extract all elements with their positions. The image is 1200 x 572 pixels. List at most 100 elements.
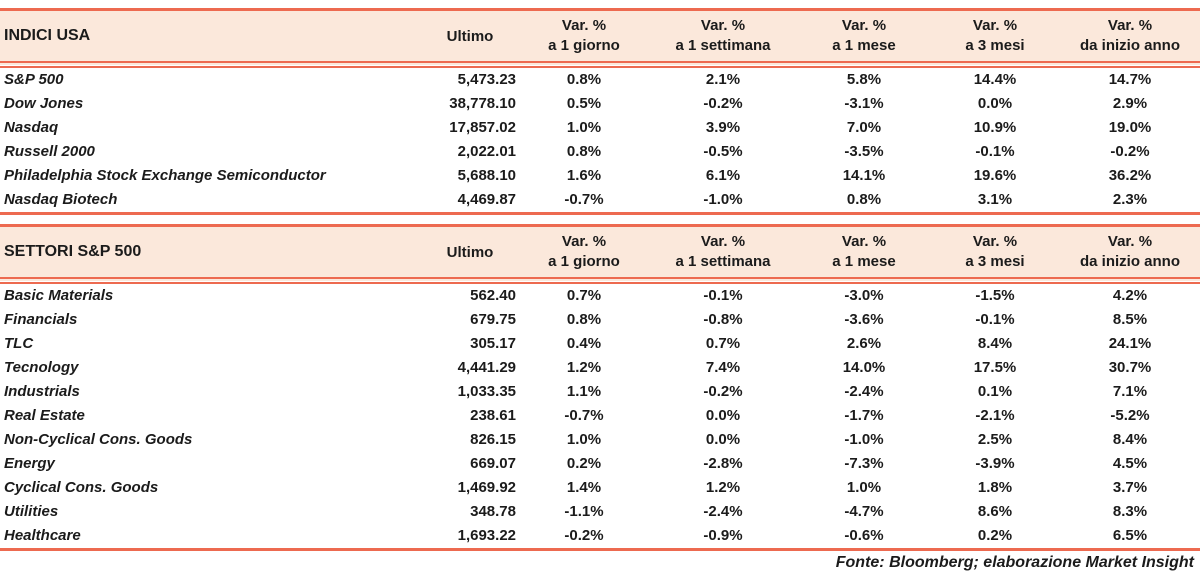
row-label: Basic Materials [4,287,114,304]
row-label: Nasdaq [4,119,59,136]
pct-value: -3.1% [844,95,884,112]
row-label: Philadelphia Stock Exchange Semiconducto… [4,167,326,184]
table-row: Russell 2000 2,022.01 0.8% -0.5% -3.5% -0.1% -… [0,140,1200,164]
table-row: Real Estate 238.61 -0.7% 0.0% -1.7% -2.1% -5.2… [0,404,1200,428]
table-row: Healthcare 1,693.22 -0.2% -0.9% -0.6% 0.2% 6.5… [0,524,1200,551]
pct-value: 0.7% [705,335,741,352]
pct-value: 0.2% [566,455,602,472]
pct-value: -0.2% [520,524,648,551]
period-label: a 1 mese [832,37,896,54]
pct-value: 19.6% [973,167,1017,184]
pct-value: 36.2% [1108,167,1152,184]
ultimo-value: 5,688.10 [457,167,516,184]
table-row: Energy 669.07 0.2% -2.8% -7.3% -3.9% 4.5% [0,452,1200,476]
pct-value: 17.5% [973,359,1017,376]
section-title-indici-usa: INDICI USA [0,8,420,68]
var-label: Var. % [1107,233,1153,250]
ultimo-value: 1,693.22 [420,524,520,551]
table-row: Utilities 348.78 -1.1% -2.4% -4.7% 8.6% 8.3% [0,500,1200,524]
pct-value: 5.8% [846,71,882,88]
pct-value: -0.1% [975,311,1015,328]
period-label: a 1 settimana [675,253,771,270]
pct-value: 0.8% [566,71,602,88]
pct-value: 3.9% [705,119,741,136]
var-label: Var. % [1107,17,1153,34]
pct-value: 7.1% [1112,383,1148,400]
pct-value: 0.0% [977,95,1013,112]
pct-value: 2.6% [846,335,882,352]
var-label: Var. % [841,17,887,34]
pct-value: 7.4% [705,359,741,376]
pct-value: 7.0% [846,119,882,136]
column-header-var-1-giorno: Var. % a 1 giorno [520,224,648,284]
table-row: Financials 679.75 0.8% -0.8% -3.6% -0.1% 8.5% [0,308,1200,332]
column-header-var-1-mese: Var. % a 1 mese [798,8,930,68]
column-header-var-1-giorno: Var. % a 1 giorno [520,8,648,68]
ultimo-value: 5,473.23 [457,71,516,88]
pct-value: -2.1% [975,407,1015,424]
var-label: Var. % [700,17,746,34]
ultimo-value: 669.07 [470,455,516,472]
pct-value: -0.5% [703,143,743,160]
row-label: Real Estate [4,407,85,424]
pct-value: 6.5% [1060,524,1200,551]
table-row: Dow Jones 38,778.10 0.5% -0.2% -3.1% 0.0% 2.9% [0,92,1200,116]
column-header-var-1-settimana: Var. % a 1 settimana [648,8,798,68]
table-row: Non-Cyclical Cons. Goods 826.15 1.0% 0.0% -1… [0,428,1200,452]
row-label: Financials [4,311,78,328]
pct-value: -0.2% [1110,143,1150,160]
pct-value: -4.7% [844,503,884,520]
period-label: a 3 mesi [965,37,1025,54]
var-label: Var. % [841,233,887,250]
pct-value: 8.4% [977,335,1013,352]
pct-value: 8.5% [1112,311,1148,328]
pct-value: 14.0% [842,359,886,376]
pct-value: 4.5% [1112,455,1148,472]
row-label: TLC [4,335,34,352]
ultimo-value: 348.78 [470,503,516,520]
var-label: Var. % [561,17,607,34]
ultimo-value: 38,778.10 [449,95,516,112]
var-label: Var. % [972,233,1018,250]
period-label: da inizio anno [1080,37,1180,54]
ultimo-value: 1,469.92 [457,479,516,496]
row-label: Energy [4,455,55,472]
pct-value: -1.1% [564,503,604,520]
pct-value: 3.7% [1112,479,1148,496]
ultimo-value: 4,441.29 [457,359,516,376]
ultimo-value: 562.40 [470,287,516,304]
header-row: INDICI USA Ultimo Var. % a 1 giorno Var.… [0,8,1200,68]
table-row: Philadelphia Stock Exchange Semiconducto… [0,164,1200,188]
pct-value: -0.1% [975,143,1015,160]
row-label: Utilities [4,503,59,520]
pct-value: -0.2% [703,95,743,112]
pct-value: 3.1% [930,188,1060,215]
pct-value: -1.0% [648,188,798,215]
pct-value: -0.7% [520,188,648,215]
table-row: TLC 305.17 0.4% 0.7% 2.6% 8.4% 24.1% [0,332,1200,356]
var-label: Var. % [972,17,1018,34]
ultimo-value: 17,857.02 [449,119,516,136]
ultimo-value: 305.17 [470,335,516,352]
table-row: Cyclical Cons. Goods 1,469.92 1.4% 1.2% 1.0%… [0,476,1200,500]
pct-value: -0.6% [798,524,930,551]
section-title-settori-sp500: SETTORI S&P 500 [0,224,420,284]
pct-value: -1.5% [975,287,1015,304]
table-row: Basic Materials 562.40 0.7% -0.1% -3.0% -1.5%… [0,281,1200,309]
pct-value: -1.0% [844,431,884,448]
pct-value: -0.2% [703,383,743,400]
row-label: Tecnology [4,359,79,376]
row-label: Cyclical Cons. Goods [4,479,159,496]
column-header-var-3-mesi: Var. % a 3 mesi [930,224,1060,284]
column-header-var-inizio-anno: Var. % da inizio anno [1060,224,1200,284]
period-label: a 1 settimana [675,37,771,54]
pct-value: 0.4% [566,335,602,352]
pct-value: -2.4% [703,503,743,520]
indici-usa-table-body: S&P 500 5,473.23 0.8% 2.1% 5.8% 14.4% 14.7% Dow… [0,65,1200,215]
pct-value: 0.0% [705,407,741,424]
ultimo-value: 679.75 [470,311,516,328]
pct-value: 0.2% [930,524,1060,551]
pct-value: 0.8% [798,188,930,215]
pct-value: 1.2% [705,479,741,496]
